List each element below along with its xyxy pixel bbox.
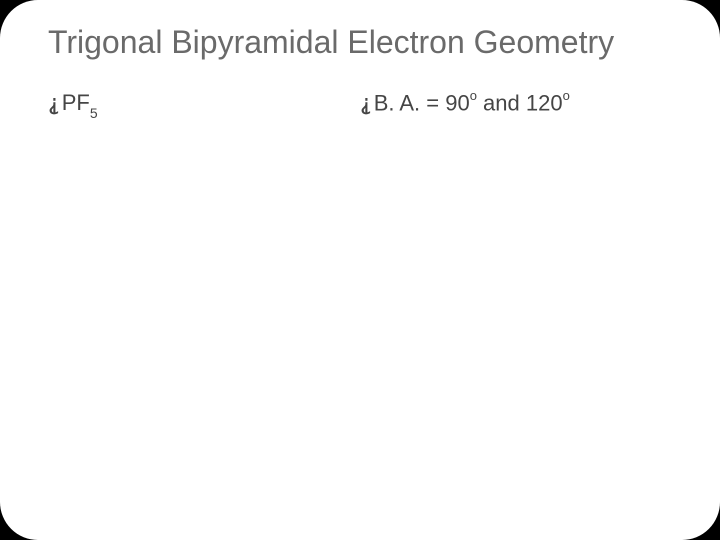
formula-text: PF5 bbox=[62, 90, 98, 118]
slide-title: Trigonal Bipyramidal Electron Geometry bbox=[48, 24, 672, 62]
slide-container: Trigonal Bipyramidal Electron Geometry ⸘… bbox=[0, 0, 720, 540]
ba-mid: and 120 bbox=[477, 90, 563, 115]
bullet-formula: ⸘ PF5 bbox=[48, 90, 360, 118]
bullet-marker-icon: ⸘ bbox=[360, 90, 372, 116]
ba-sup2: o bbox=[563, 88, 570, 103]
formula-base: PF bbox=[62, 90, 90, 115]
ba-sup1: o bbox=[470, 88, 477, 103]
bond-angle-text: B. A. = 90o and 120o bbox=[374, 90, 570, 116]
bullet-marker-icon: ⸘ bbox=[48, 90, 60, 116]
right-column: ⸘ B. A. = 90o and 120o bbox=[360, 90, 672, 118]
ba-prefix: B. A. = 90 bbox=[374, 90, 470, 115]
content-row: ⸘ PF5 ⸘ B. A. = 90o and 120o bbox=[48, 90, 672, 118]
left-column: ⸘ PF5 bbox=[48, 90, 360, 118]
formula-subscript: 5 bbox=[90, 105, 98, 121]
bullet-bond-angle: ⸘ B. A. = 90o and 120o bbox=[360, 90, 672, 116]
